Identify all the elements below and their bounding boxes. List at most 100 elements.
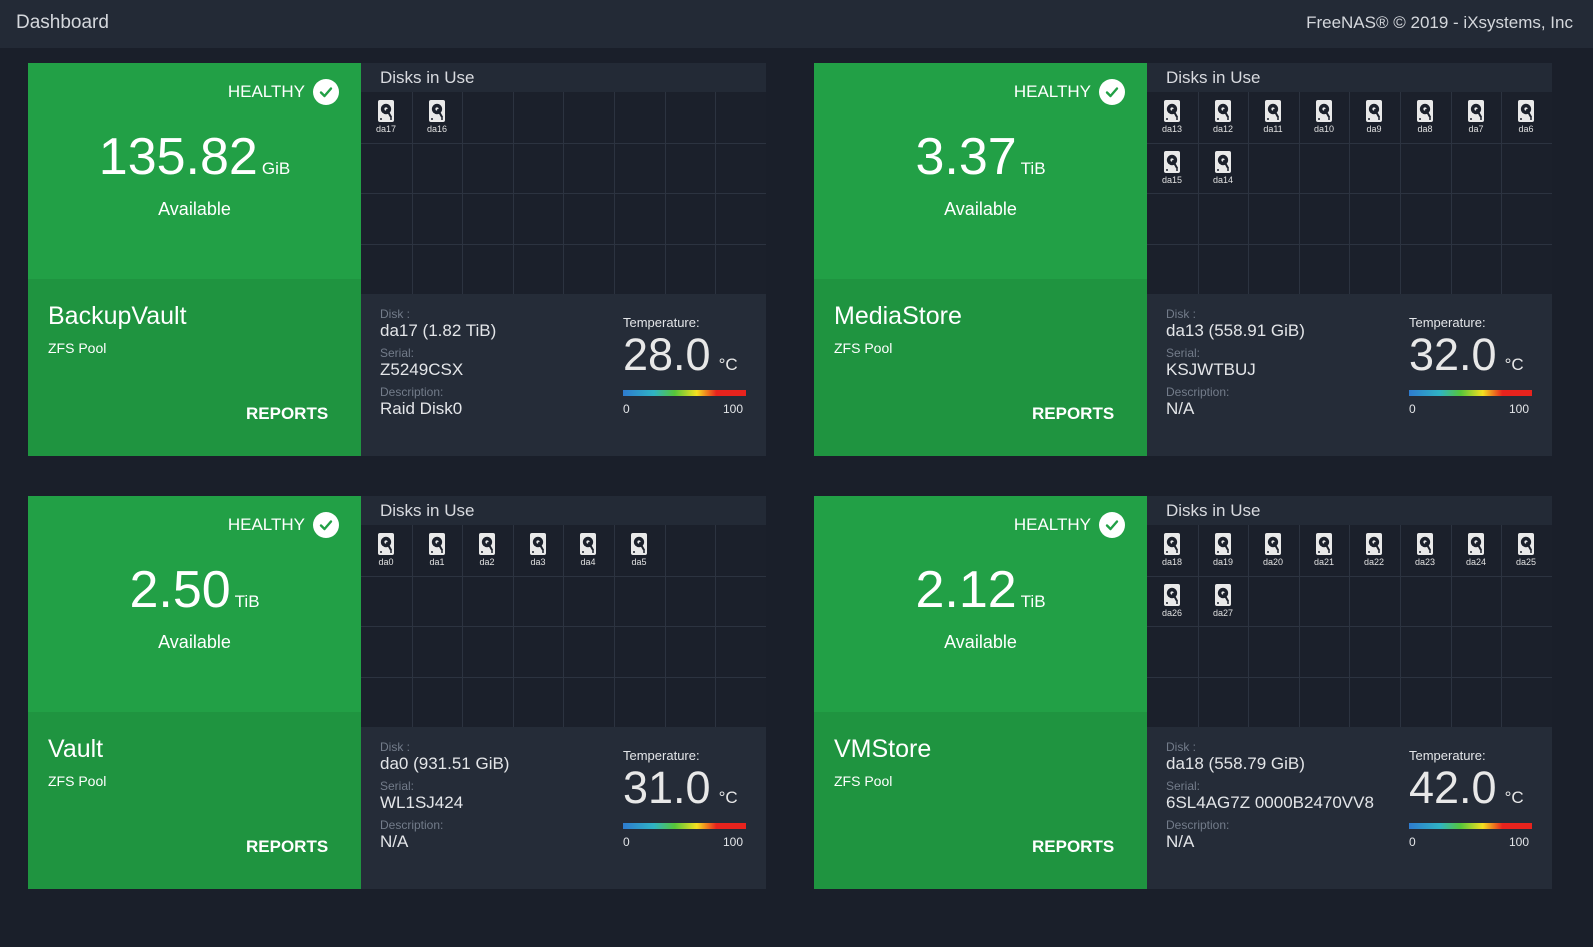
hard-disk-icon	[429, 100, 445, 122]
disk-tile[interactable]: da24	[1451, 525, 1501, 575]
disks-header-title: Disks in Use	[1166, 501, 1261, 520]
disk-tile[interactable]: da27	[1198, 576, 1248, 626]
disk-tile[interactable]: da22	[1349, 525, 1399, 575]
temperature-unit: °C	[718, 788, 738, 807]
disk-tile[interactable]: da2	[462, 525, 512, 575]
temperature-min: 0	[623, 835, 630, 849]
hard-disk-icon	[1316, 100, 1332, 122]
page-title: Dashboard	[16, 12, 109, 33]
hard-disk-icon	[1215, 584, 1231, 606]
disk-tile[interactable]: da6	[1501, 92, 1551, 142]
pool-summary: HEALTHY 2.12 TiB Available	[814, 496, 1147, 712]
disk-name: da11	[1263, 124, 1283, 134]
disk-value: da17 (1.82 TiB)	[380, 321, 497, 340]
serial-value: KSJWTBUJ	[1166, 360, 1256, 379]
available-value: 3.37	[915, 128, 1017, 186]
available-unit: TiB	[234, 592, 260, 611]
disk-tile[interactable]: da10	[1299, 92, 1349, 142]
disk-tile[interactable]: da8	[1400, 92, 1450, 142]
hard-disk-icon	[1215, 151, 1231, 173]
disks-header-title: Disks in Use	[1166, 68, 1261, 87]
disk-tile[interactable]: da5	[614, 525, 664, 575]
available-unit: TiB	[1020, 159, 1046, 178]
serial-label: Serial:	[380, 779, 415, 793]
temperature-gauge-bar	[623, 390, 746, 396]
disk-tile[interactable]: da11	[1248, 92, 1298, 142]
disk-info-panel: Disk : da18 (558.79 GiB) Serial: 6SL4AG7…	[1147, 727, 1552, 889]
disk-name: da25	[1515, 557, 1537, 567]
description-value: Raid Disk0	[380, 399, 463, 418]
temperature-value: 32.0	[1409, 329, 1497, 380]
reports-button[interactable]: REPORTS	[246, 837, 329, 856]
disk-name: da0	[378, 557, 394, 567]
hard-disk-icon	[1215, 533, 1231, 555]
hard-disk-icon	[1164, 151, 1180, 173]
disk-tile[interactable]: da20	[1248, 525, 1298, 575]
temperature-min: 0	[623, 402, 630, 416]
disk-tile[interactable]: da4	[563, 525, 613, 575]
disk-tile[interactable]: da12	[1198, 92, 1248, 142]
pool-name: VMStore	[834, 735, 932, 763]
disk-tile[interactable]: da23	[1400, 525, 1450, 575]
disk-tile[interactable]: da19	[1198, 525, 1248, 575]
grid-line	[1147, 576, 1552, 577]
check-circle-icon	[1099, 79, 1125, 105]
temperature-max: 100	[723, 402, 744, 416]
disk-tile[interactable]: da9	[1349, 92, 1399, 142]
reports-button[interactable]: REPORTS	[1032, 837, 1115, 856]
temperature-label: Temperature:	[1409, 315, 1486, 330]
disk-name: da27	[1212, 608, 1234, 618]
disk-name: da15	[1161, 175, 1183, 185]
grid-line	[361, 576, 766, 577]
disk-tile[interactable]: da13	[1147, 92, 1197, 142]
available-value: 135.82	[98, 128, 258, 186]
available-space: 2.12 TiB	[814, 560, 1147, 620]
temperature-min: 0	[1409, 835, 1416, 849]
hard-disk-icon	[1417, 100, 1433, 122]
health-status: HEALTHY	[1014, 79, 1125, 105]
temperature-label: Temperature:	[1409, 748, 1486, 763]
pool-name: MediaStore	[834, 302, 962, 330]
disk-tile[interactable]: da15	[1147, 143, 1197, 193]
disk-name: da2	[479, 557, 495, 567]
disk-name: da12	[1212, 124, 1234, 134]
disk-tile[interactable]: da1	[412, 525, 462, 575]
disks-in-use-panel: Disks in Use da18 da19 da20 da21 da22 da23 da2…	[1147, 496, 1552, 727]
hard-disk-icon	[1518, 533, 1534, 555]
grid-line	[1147, 244, 1552, 245]
hard-disk-icon	[1316, 533, 1332, 555]
hard-disk-icon	[1366, 100, 1382, 122]
pool-identity: BackupVault ZFS Pool REPORTS	[28, 279, 361, 456]
hard-disk-icon	[1164, 533, 1180, 555]
pool-card-backupvault: HEALTHY 135.82 GiB Available BackupVault …	[28, 63, 766, 456]
available-value: 2.12	[915, 561, 1017, 619]
available-unit: TiB	[1020, 592, 1046, 611]
copyright-text: FreeNAS® © 2019 - iXsystems, Inc	[1306, 13, 1573, 32]
disk-tile[interactable]: da21	[1299, 525, 1349, 575]
disk-tile[interactable]: da17	[361, 92, 411, 142]
disk-tile[interactable]: da25	[1501, 525, 1551, 575]
disk-tile[interactable]: da26	[1147, 576, 1197, 626]
disk-name: da18	[1161, 557, 1183, 567]
disk-name: da9	[1366, 124, 1382, 134]
hard-disk-icon	[429, 533, 445, 555]
temperature-max: 100	[723, 835, 744, 849]
disk-info-panel: Disk : da0 (931.51 GiB) Serial: WL1SJ424…	[361, 727, 766, 889]
health-status-label: HEALTHY	[1013, 82, 1091, 101]
disk-name: da19	[1212, 557, 1234, 567]
reports-button[interactable]: REPORTS	[1032, 404, 1115, 423]
grid-line	[361, 143, 766, 144]
disk-name: da8	[1417, 124, 1433, 134]
disk-tile[interactable]: da16	[412, 92, 462, 142]
disk-tile[interactable]: da18	[1147, 525, 1197, 575]
disk-tile[interactable]: da0	[361, 525, 411, 575]
temperature-value: 28.0	[623, 329, 711, 380]
disk-tile[interactable]: da14	[1198, 143, 1248, 193]
pool-type: ZFS Pool	[834, 340, 893, 356]
disk-tile[interactable]: da7	[1451, 92, 1501, 142]
serial-value: 6SL4AG7Z 0000B2470VV8	[1166, 793, 1374, 812]
disk-tile[interactable]: da3	[513, 525, 563, 575]
disk-name: da22	[1363, 557, 1385, 567]
reports-button[interactable]: REPORTS	[246, 404, 329, 423]
disks-in-use-panel: Disks in Use da13 da12 da11 da10 da9 da8 da7 da…	[1147, 63, 1552, 294]
